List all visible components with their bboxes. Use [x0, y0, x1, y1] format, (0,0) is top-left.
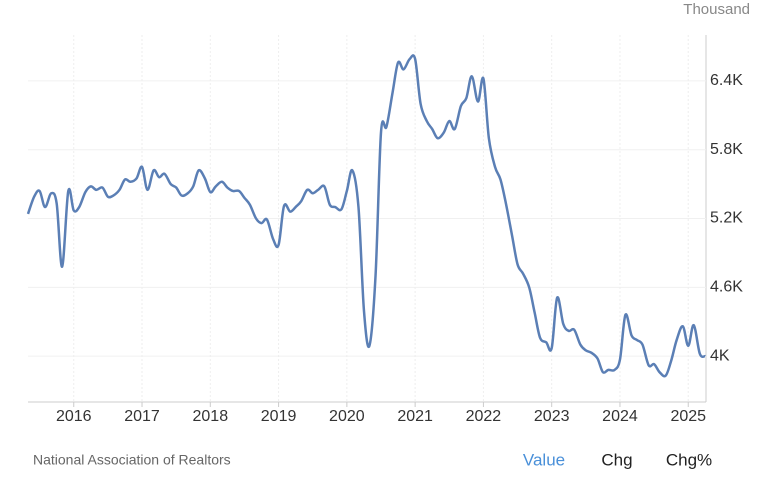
x-tick-label: 2017 [124, 408, 160, 425]
x-tick-label: 2024 [602, 408, 638, 425]
y-tick-label: 5.8K [710, 141, 743, 158]
x-tick-label: 2016 [56, 408, 92, 425]
x-tick-label: 2020 [329, 408, 365, 425]
unit-label: Thousand [683, 1, 750, 18]
y-tick-label: 4.6K [710, 279, 743, 296]
y-tick-label: 4K [710, 347, 730, 364]
x-tick-label: 2022 [466, 408, 502, 425]
x-tick-label: 2021 [397, 408, 433, 425]
x-tick-label: 2018 [193, 408, 229, 425]
x-tick-label: 2025 [670, 408, 706, 425]
y-tick-label: 6.4K [710, 72, 743, 89]
data-line [26, 54, 706, 378]
tab-chg[interactable]: Chg [601, 450, 632, 469]
x-tick-label: 2019 [261, 408, 297, 425]
tab-chg-pct[interactable]: Chg% [666, 450, 712, 469]
tab-value[interactable]: Value [523, 450, 565, 469]
y-tick-label: 5.2K [710, 210, 743, 227]
source: National Association of Realtors [33, 452, 231, 468]
x-tick-label: 2023 [534, 408, 570, 425]
